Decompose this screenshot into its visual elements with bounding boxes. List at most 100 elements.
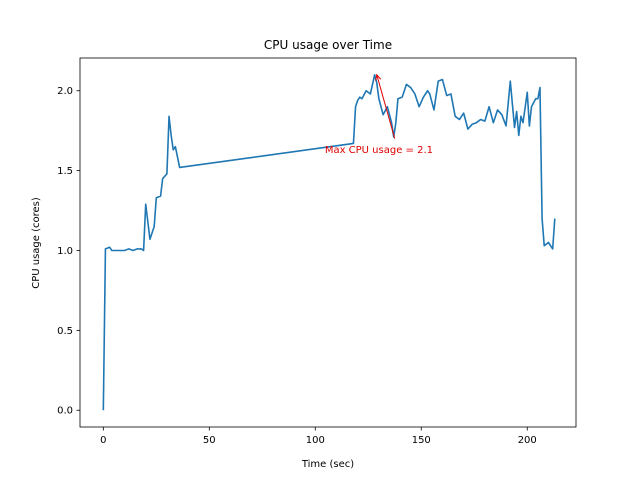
data-point — [104, 248, 106, 250]
data-point — [429, 93, 431, 95]
data-point — [437, 80, 439, 82]
y-axis-label: CPU usage (cores) — [31, 197, 42, 289]
data-point — [369, 93, 371, 95]
data-point — [356, 99, 358, 101]
data-point — [155, 197, 157, 199]
data-point — [479, 118, 481, 120]
data-point — [102, 409, 104, 411]
x-axis: 0 50 100 150 200 — [100, 427, 537, 446]
x-tick-label: 200 — [518, 435, 537, 446]
data-point — [378, 98, 380, 100]
data-point — [484, 120, 486, 122]
data-point — [422, 96, 424, 98]
data-point — [123, 249, 125, 251]
data-point — [418, 106, 420, 108]
data-point — [414, 93, 416, 95]
data-point — [539, 86, 541, 88]
data-point — [526, 91, 528, 93]
data-point — [492, 121, 494, 123]
chart-title: CPU usage over Time — [264, 38, 392, 52]
annotation: Max CPU usage = 2.1 — [325, 73, 433, 156]
data-point — [132, 249, 134, 251]
data-point — [496, 109, 498, 111]
data-point — [547, 241, 549, 243]
data-point — [505, 125, 507, 127]
data-point — [515, 110, 517, 112]
data-point — [108, 246, 110, 248]
y-tick-label: 2.0 — [57, 86, 73, 97]
data-point — [159, 195, 161, 197]
x-tick-label: 50 — [203, 435, 216, 446]
data-point — [168, 115, 170, 117]
series-line — [102, 73, 556, 411]
data-point — [354, 106, 356, 108]
data-point — [172, 149, 174, 151]
data-point — [170, 134, 172, 136]
data-point — [178, 166, 180, 168]
x-tick-label: 100 — [306, 435, 325, 446]
x-axis-label: Time (sec) — [301, 459, 354, 470]
data-point — [537, 98, 539, 100]
data-point — [528, 125, 530, 127]
data-point — [149, 238, 151, 240]
data-point — [401, 96, 403, 98]
data-point — [142, 249, 144, 251]
data-point — [462, 112, 464, 114]
data-point — [471, 123, 473, 125]
data-point — [397, 98, 399, 100]
data-point — [382, 114, 384, 116]
data-point — [153, 225, 155, 227]
data-point — [426, 90, 428, 92]
data-point — [359, 96, 361, 98]
data-point — [522, 121, 524, 123]
data-point — [501, 114, 503, 116]
data-point — [376, 82, 378, 84]
data-point — [373, 74, 375, 76]
data-point — [488, 106, 490, 108]
data-point — [446, 94, 448, 96]
data-point — [450, 93, 452, 95]
data-point — [174, 145, 176, 147]
data-point — [166, 173, 168, 175]
data-point — [136, 248, 138, 250]
data-point — [395, 121, 397, 123]
data-point — [128, 248, 130, 250]
data-point — [161, 177, 163, 179]
data-point — [551, 248, 553, 250]
plot-area: 0 50 100 150 200 0.0 0.5 1.0 1.5 2.0 Max CPU usa… — [57, 57, 577, 446]
data-point — [467, 128, 469, 130]
data-point — [535, 98, 537, 100]
y-tick-label: 1.5 — [57, 166, 73, 177]
data-point — [140, 248, 142, 250]
annotation-arrow — [376, 74, 396, 139]
data-point — [119, 249, 121, 251]
annotation-text: Max CPU usage = 2.1 — [325, 145, 433, 156]
data-point — [115, 249, 117, 251]
y-tick-label: 0.0 — [57, 406, 73, 417]
data-point — [541, 217, 543, 219]
data-point — [520, 115, 522, 117]
data-point — [441, 78, 443, 80]
data-point — [513, 126, 515, 128]
data-point — [111, 249, 113, 251]
data-point — [509, 80, 511, 82]
y-tick-label: 0.5 — [57, 326, 73, 337]
data-point — [433, 109, 435, 111]
data-point — [458, 118, 460, 120]
x-tick-label: 150 — [412, 435, 431, 446]
data-point — [405, 83, 407, 85]
x-tick-label: 0 — [100, 435, 106, 446]
data-point — [365, 90, 367, 92]
data-point — [361, 98, 363, 100]
data-point — [409, 86, 411, 88]
plot-frame — [79, 57, 577, 428]
data-point — [554, 217, 556, 219]
y-axis: 0.0 0.5 1.0 1.5 2.0 — [57, 86, 80, 417]
data-point — [454, 115, 456, 117]
data-point — [518, 134, 520, 136]
y-tick-label: 1.0 — [57, 246, 73, 257]
data-point — [530, 106, 532, 108]
data-point — [475, 121, 477, 123]
data-point — [543, 244, 545, 246]
